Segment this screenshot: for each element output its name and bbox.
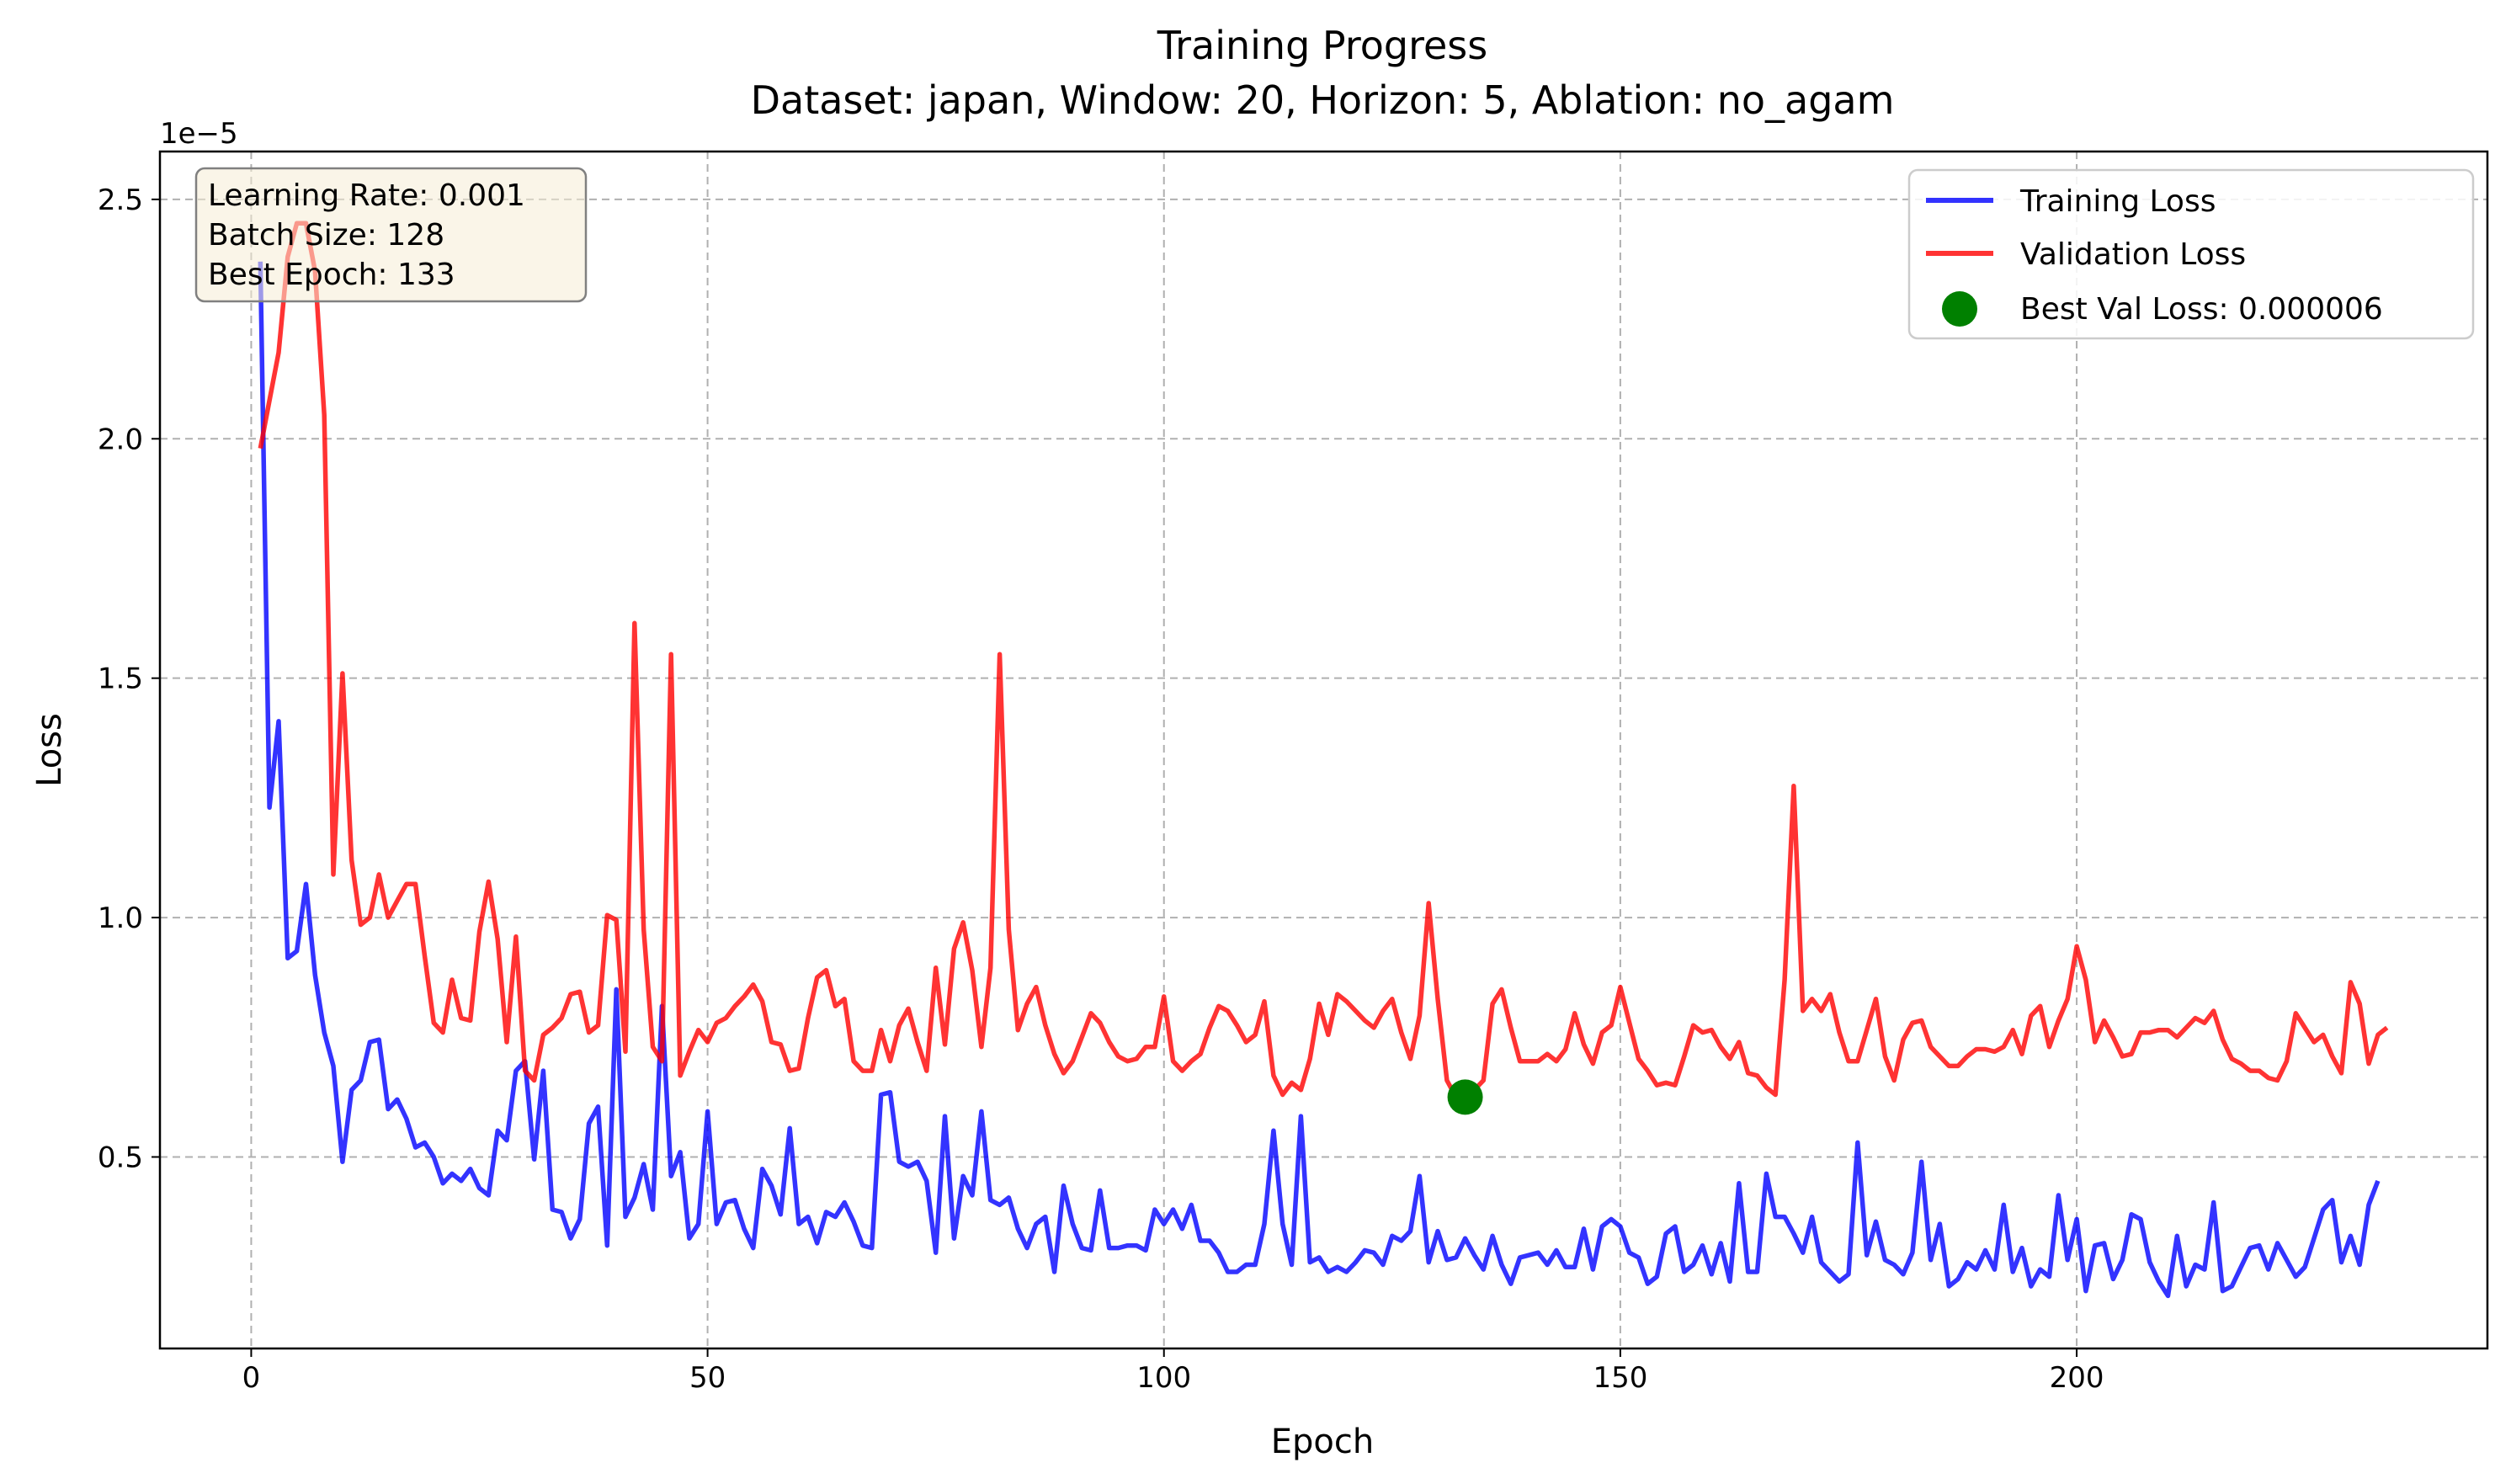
y-tick-label: 0.5 (98, 1141, 143, 1174)
legend: Training Loss Validation Loss Best Val L… (1907, 168, 2475, 340)
info-best-epoch: Best Epoch: 133 (208, 258, 455, 292)
chart-title: Training Progress (1157, 23, 1487, 68)
info-learning-rate: Learning Rate: 0.001 (208, 178, 525, 213)
x-axis-label: Epoch (1271, 1423, 1374, 1461)
validation-loss-line (258, 221, 2389, 1100)
legend-label-validation-loss: Validation Loss (2020, 237, 2246, 272)
x-tick-label: 50 (689, 1361, 726, 1395)
x-tick-label: 0 (242, 1361, 261, 1395)
x-tick-label: 200 (2050, 1361, 2104, 1395)
best-val-loss-marker (1447, 1079, 1483, 1115)
legend-marker-best-val (1942, 291, 1977, 327)
y-offset-label: 1e−5 (160, 117, 238, 151)
plot-frame (158, 150, 2489, 1350)
info-box: Learning Rate: 0.001 Batch Size: 128 Bes… (194, 167, 588, 303)
legend-label-training-loss: Training Loss (2019, 184, 2216, 219)
plot-series (258, 221, 2389, 1299)
axis-ticks: 0 50 100 150 200 0.5 1.0 1.5 2.0 2.5 (98, 184, 2104, 1395)
x-tick-label: 100 (1136, 1361, 1191, 1395)
legend-frame (1907, 168, 2475, 340)
info-batch-size: Batch Size: 128 (208, 218, 444, 253)
x-tick-label: 150 (1593, 1361, 1647, 1395)
y-tick-label: 1.0 (98, 902, 143, 935)
legend-label-best-val: Best Val Loss: 0.000006 (2020, 292, 2383, 327)
info-box-frame (194, 167, 588, 303)
training-loss-line (258, 261, 2381, 1299)
grid-lines (160, 152, 2487, 1348)
chart-subtitle: Dataset: japan, Window: 20, Horizon: 5, … (751, 77, 1895, 123)
y-tick-label: 2.0 (98, 423, 143, 456)
y-tick-label: 2.5 (98, 184, 143, 217)
y-tick-label: 1.5 (98, 662, 143, 696)
y-axis-label: Loss (30, 713, 69, 787)
